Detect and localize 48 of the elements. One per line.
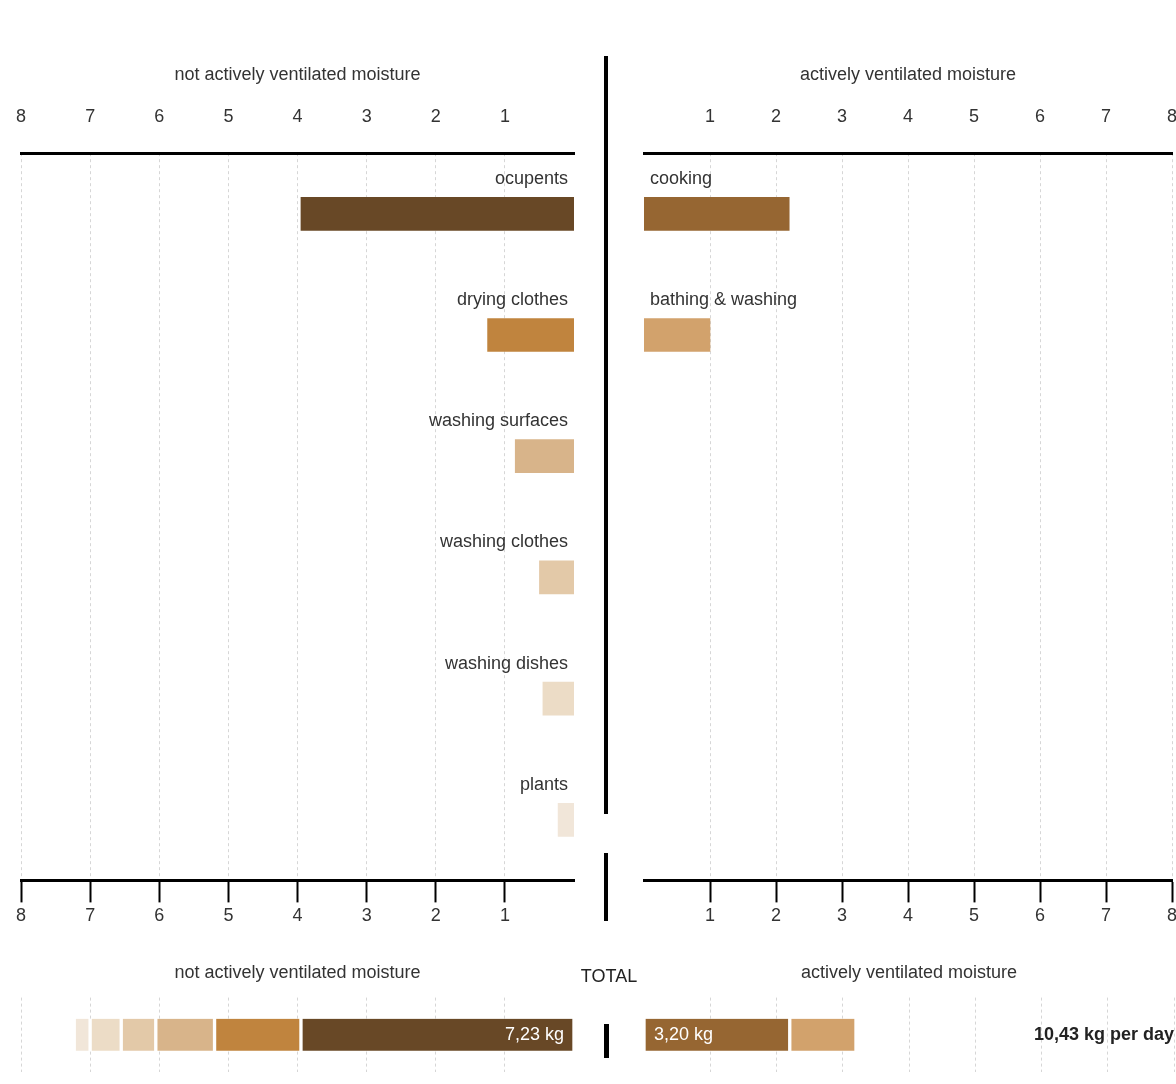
y-tick-label: washing dishes	[443, 652, 568, 673]
x2-tick-label: 1	[499, 905, 510, 926]
x2-tick-label: 5	[968, 905, 980, 926]
x-tick-label: 1	[499, 106, 510, 127]
x-tick-label: 2	[430, 106, 441, 127]
x-tick-label: 2	[770, 106, 782, 127]
x-tick-label: 3	[836, 106, 848, 127]
x-tick-label: 6	[1034, 106, 1046, 127]
x2-axis-title: actively ventilated moisture	[799, 63, 1017, 84]
x2-tick-label: 7	[85, 905, 96, 926]
y-tick-label: ocupents	[494, 167, 568, 188]
x-tick-label: 7	[85, 106, 96, 127]
x-tick-label: 3	[361, 106, 372, 127]
x2-tick-label: 4	[902, 905, 914, 926]
y-tick-label: cooking	[650, 167, 713, 188]
annotation: 10,43 kg per day	[1033, 1023, 1174, 1044]
x-tick-label: 4	[292, 106, 303, 127]
x2-tick-label: 2	[770, 905, 782, 926]
x-tick-label: 5	[968, 106, 980, 127]
x-tick-label: 5	[223, 106, 234, 127]
x2-tick-label: 6	[154, 905, 165, 926]
x2-axis-title: not actively ventilated moisture	[174, 63, 421, 84]
y-tick-label: drying clothes	[456, 288, 568, 309]
x-tick-label: 4	[902, 106, 914, 127]
x2-tick-label: 7	[1100, 905, 1112, 926]
x-tick-label: 1	[704, 106, 716, 127]
y-tick-label: bathing & washing	[650, 288, 798, 309]
total-label: 3,20 kg	[654, 1023, 714, 1044]
x2-tick-label: 8	[15, 905, 27, 926]
text: TOTAL	[580, 965, 638, 986]
y-tick-label: plants	[519, 773, 568, 794]
x2-tick-label: 8	[1166, 905, 1176, 926]
x2-tick-label: 2	[430, 905, 441, 926]
x2-tick-label: 3	[836, 905, 848, 926]
x-tick-label: 8	[15, 106, 27, 127]
x-tick-label: 6	[154, 106, 165, 127]
x2-tick-label: 4	[292, 905, 303, 926]
chart-title: actively ventilated moisture	[800, 961, 1018, 982]
x-tick-label: 7	[1100, 106, 1112, 127]
chart-title: not actively ventilated moisture	[174, 961, 421, 982]
x-tick-label: 8	[1166, 106, 1176, 127]
x2-tick-label: 1	[704, 905, 716, 926]
y-tick-label: washing surfaces	[427, 410, 568, 431]
total-label: 7,23 kg	[504, 1023, 564, 1044]
y-tick-label: washing clothes	[438, 531, 568, 552]
x2-tick-label: 3	[361, 905, 372, 926]
x2-tick-label: 6	[1034, 905, 1046, 926]
x2-tick-label: 5	[223, 905, 234, 926]
